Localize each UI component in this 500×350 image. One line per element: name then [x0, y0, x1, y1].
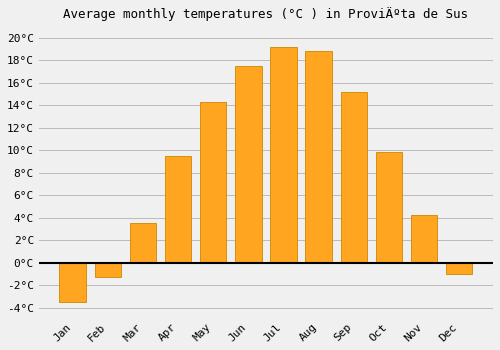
Bar — [165, 156, 191, 263]
Bar — [306, 51, 332, 263]
Bar — [376, 152, 402, 263]
Bar — [270, 47, 296, 263]
Bar — [411, 216, 438, 263]
Bar — [446, 263, 472, 274]
Bar — [60, 263, 86, 302]
Bar — [235, 66, 262, 263]
Bar — [94, 263, 121, 278]
Title: Average monthly temperatures (°C ) in ProviÄºta de Sus: Average monthly temperatures (°C ) in Pr… — [64, 7, 468, 21]
Bar — [200, 102, 226, 263]
Bar — [340, 92, 367, 263]
Bar — [130, 223, 156, 263]
